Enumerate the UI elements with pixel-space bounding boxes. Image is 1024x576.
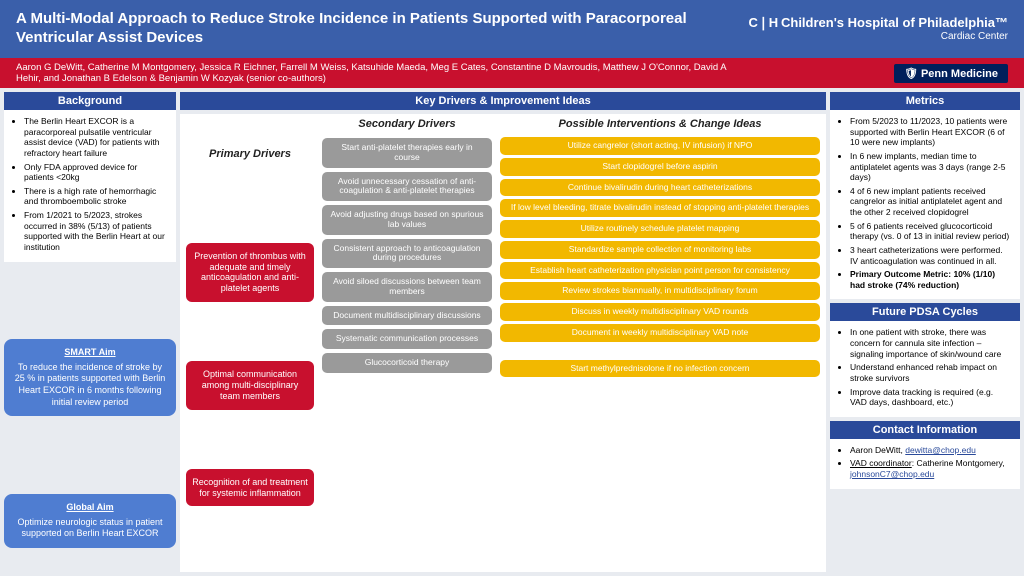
- secondary-driver-box: Start anti-platelet therapies early in c…: [322, 138, 492, 168]
- contact-panel: Contact Information Aaron DeWitt, dewitt…: [830, 421, 1020, 489]
- primary-driver-box: Optimal communication among multi-discip…: [186, 361, 314, 409]
- smart-aim-text: To reduce the incidence of stroke by 25 …: [15, 362, 166, 407]
- future-item: Understand enhanced rehab impact on stro…: [850, 362, 1012, 383]
- secondary-driver-box: Glucocorticoid therapy: [322, 353, 492, 373]
- primary-driver-box: Recognition of and treatment for systemi…: [186, 469, 314, 507]
- interventions-col: Possible Interventions & Change Ideas Ut…: [500, 118, 820, 566]
- global-aim-text: Optimize neurologic status in patient su…: [17, 517, 162, 539]
- intervention-box: Establish heart catheterization physicia…: [500, 262, 820, 280]
- primary-drivers-col: Primary Drivers Prevention of thrombus w…: [186, 118, 314, 566]
- background-panel: Background The Berlin Heart EXCOR is a p…: [4, 92, 176, 262]
- main-content: Background The Berlin Heart EXCOR is a p…: [0, 88, 1024, 576]
- chop-mark: C❘H: [749, 15, 779, 30]
- intervention-box: Utilize routinely schedule platelet mapp…: [500, 220, 820, 238]
- intervention-box: Start clopidogrel before aspirin: [500, 158, 820, 176]
- global-aim-title: Global Aim: [12, 502, 168, 514]
- right-column: Metrics From 5/2023 to 11/2023, 10 patie…: [830, 92, 1020, 572]
- intervention-box: Review strokes biannually, in multidisci…: [500, 282, 820, 300]
- left-column: Background The Berlin Heart EXCOR is a p…: [4, 92, 176, 572]
- secondary-drivers-col: Secondary Drivers Start anti-platelet th…: [322, 118, 492, 566]
- secondary-driver-box: Consistent approach to anticoagulation d…: [322, 239, 492, 269]
- global-aim-box: Global Aim Optimize neurologic status in…: [4, 494, 176, 548]
- secondary-driver-box: Avoid siloed discussions between team me…: [322, 272, 492, 302]
- primary-driver-box: Prevention of thrombus with adequate and…: [186, 243, 314, 302]
- middle-column: Key Drivers & Improvement Ideas Primary …: [180, 92, 826, 572]
- metrics-item: 3 heart catheterizations were performed.…: [850, 245, 1012, 266]
- intervention-box: Standardize sample collection of monitor…: [500, 241, 820, 259]
- chop-subtitle: Cardiac Center: [941, 31, 1008, 42]
- metrics-item: In 6 new implants, median time to antipl…: [850, 151, 1012, 183]
- intervention-box: Utilize cangrelor (short acting, IV infu…: [500, 137, 820, 155]
- future-item: Improve data tracking is required (e.g. …: [850, 387, 1012, 408]
- metrics-body: From 5/2023 to 11/2023, 10 patients were…: [830, 110, 1020, 299]
- contact-line: Aaron DeWitt, dewitta@chop.edu: [850, 445, 1012, 456]
- future-title: Future PDSA Cycles: [830, 303, 1020, 321]
- poster-title: A Multi-Modal Approach to Reduce Stroke …: [16, 10, 696, 48]
- secondary-driver-box: Avoid unnecessary cessation of anti-coag…: [322, 172, 492, 202]
- metrics-item: 5 of 6 patients received glucocorticoid …: [850, 221, 1012, 242]
- bg-item: Only FDA approved device for patients <2…: [24, 162, 168, 183]
- secondary-head: Secondary Drivers: [322, 118, 492, 130]
- authors-list: Aaron G DeWitt, Catherine M Montgomery, …: [16, 62, 736, 85]
- contact-email-link[interactable]: dewitta@chop.edu: [905, 445, 976, 455]
- intervention-box: If low level bleeding, titrate bivalirud…: [500, 199, 820, 217]
- secondary-driver-box: Avoid adjusting drugs based on spurious …: [322, 205, 492, 235]
- metrics-panel: Metrics From 5/2023 to 11/2023, 10 patie…: [830, 92, 1020, 299]
- future-panel: Future PDSA Cycles In one patient with s…: [830, 303, 1020, 416]
- bg-item: There is a high rate of hemorrhagic and …: [24, 186, 168, 207]
- bg-item: The Berlin Heart EXCOR is a paracorporea…: [24, 116, 168, 159]
- bg-item: From 1/2021 to 5/2023, strokes occurred …: [24, 210, 168, 253]
- interventions-head: Possible Interventions & Change Ideas: [500, 118, 820, 130]
- contact-body: Aaron DeWitt, dewitta@chop.edu VAD coord…: [830, 439, 1020, 489]
- contact-line: VAD coordinator: Catherine Montgomery, j…: [850, 458, 1012, 479]
- metrics-item: 4 of 6 new implant patients received can…: [850, 186, 1012, 218]
- penn-logo-mark: 🛡 Penn Medicine: [894, 64, 1008, 83]
- metrics-primary-outcome: Primary Outcome Metric: 10% (1/10) had s…: [850, 269, 1012, 290]
- secondary-driver-box: Document multidisciplinary discussions: [322, 306, 492, 326]
- smart-aim-box: SMART Aim To reduce the incidence of str…: [4, 339, 176, 416]
- intervention-box: Document in weekly multidisciplinary VAD…: [500, 324, 820, 342]
- intervention-box: Continue bivalirudin during heart cathet…: [500, 179, 820, 197]
- background-title: Background: [4, 92, 176, 110]
- drivers-title: Key Drivers & Improvement Ideas: [180, 92, 826, 110]
- chop-logo: C❘H Children's Hospital of Philadelphia™…: [749, 15, 1008, 43]
- header: A Multi-Modal Approach to Reduce Stroke …: [0, 0, 1024, 58]
- contact-title: Contact Information: [830, 421, 1020, 439]
- metrics-title: Metrics: [830, 92, 1020, 110]
- author-bar: Aaron G DeWitt, Catherine M Montgomery, …: [0, 58, 1024, 88]
- background-body: The Berlin Heart EXCOR is a paracorporea…: [4, 110, 176, 262]
- contact-email-link[interactable]: johnsonC7@chop.edu: [850, 469, 934, 479]
- smart-aim-title: SMART Aim: [12, 347, 168, 359]
- intervention-box: Discuss in weekly multidisciplinary VAD …: [500, 303, 820, 321]
- chop-name: Children's Hospital of Philadelphia™: [781, 15, 1008, 30]
- driver-diagram: Primary Drivers Prevention of thrombus w…: [180, 114, 826, 572]
- secondary-driver-box: Systematic communication processes: [322, 329, 492, 349]
- penn-logo: 🛡 Penn Medicine: [894, 64, 1008, 83]
- intervention-box: Start methylprednisolone if no infection…: [500, 360, 820, 378]
- future-body: In one patient with stroke, there was co…: [830, 321, 1020, 416]
- metrics-item: From 5/2023 to 11/2023, 10 patients were…: [850, 116, 1012, 148]
- primary-head: Primary Drivers: [186, 148, 314, 160]
- future-item: In one patient with stroke, there was co…: [850, 327, 1012, 359]
